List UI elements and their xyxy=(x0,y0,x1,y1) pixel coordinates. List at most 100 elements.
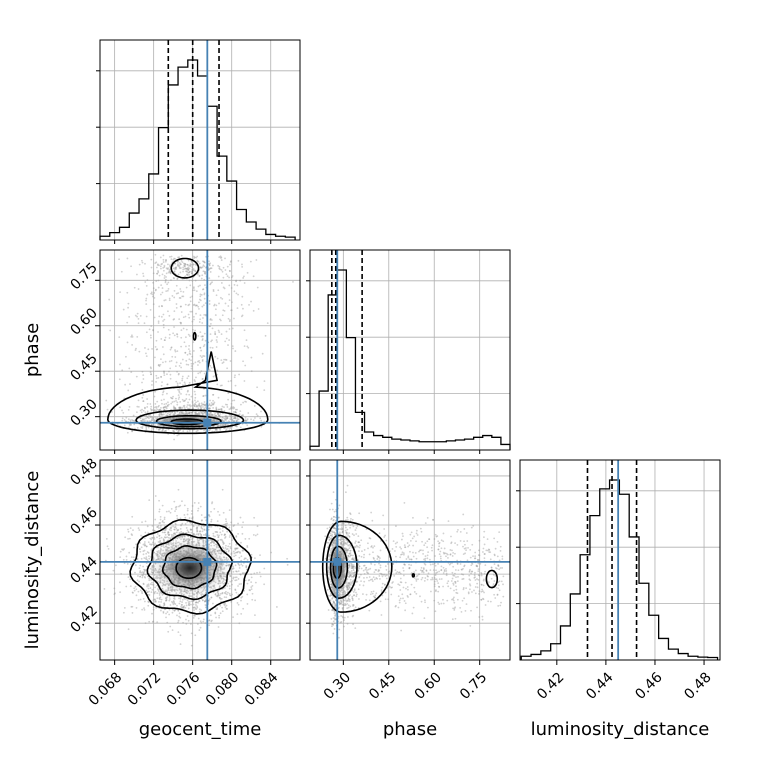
sample-point xyxy=(159,604,161,606)
sample-point xyxy=(235,409,237,411)
sample-point xyxy=(157,263,159,265)
sample-point xyxy=(202,317,204,319)
sample-point xyxy=(218,615,220,617)
sample-point xyxy=(152,282,154,284)
sample-point xyxy=(177,631,179,633)
sample-point xyxy=(164,529,166,531)
sample-point xyxy=(214,536,216,538)
sample-point xyxy=(204,271,206,273)
sample-point xyxy=(182,269,184,271)
sample-point xyxy=(230,408,232,410)
sample-point xyxy=(253,310,255,312)
sample-point xyxy=(229,593,231,595)
sample-point xyxy=(226,367,228,369)
sample-point xyxy=(104,588,106,590)
sample-point xyxy=(187,514,189,516)
sample-point xyxy=(204,298,206,300)
sample-point xyxy=(119,406,121,408)
sample-point xyxy=(240,600,242,602)
sample-point xyxy=(185,523,187,525)
sample-point xyxy=(180,367,182,369)
sample-point xyxy=(166,596,168,598)
sample-point xyxy=(178,620,180,622)
sample-point xyxy=(238,622,240,624)
sample-point xyxy=(188,375,190,377)
sample-point xyxy=(185,275,187,277)
sample-point xyxy=(210,347,212,349)
sample-point xyxy=(199,530,201,532)
sample-point xyxy=(204,344,206,346)
sample-point xyxy=(139,575,141,577)
sample-point xyxy=(181,523,183,525)
sample-point xyxy=(225,606,227,608)
sample-point xyxy=(192,341,194,343)
sample-point xyxy=(165,259,167,261)
sample-point xyxy=(230,521,232,523)
sample-point xyxy=(163,319,165,321)
sample-point xyxy=(204,517,206,519)
sample-point xyxy=(156,401,158,403)
sample-point xyxy=(141,409,143,411)
sample-point xyxy=(212,265,214,267)
sample-point xyxy=(193,363,195,365)
sample-point xyxy=(122,417,124,419)
sample-point xyxy=(129,406,131,408)
sample-point xyxy=(242,572,244,574)
sample-point xyxy=(200,267,202,269)
sample-point xyxy=(142,262,144,264)
sample-point xyxy=(205,340,207,342)
sample-point xyxy=(241,266,243,268)
sample-point xyxy=(136,274,138,276)
sample-point xyxy=(148,583,150,585)
sample-point xyxy=(214,613,216,615)
sample-point xyxy=(239,552,241,554)
sample-point xyxy=(247,603,249,605)
sample-point xyxy=(201,520,203,522)
sample-point xyxy=(154,357,156,359)
sample-point xyxy=(124,419,126,421)
sample-point xyxy=(209,262,211,264)
sample-point xyxy=(251,588,253,590)
sample-point xyxy=(135,586,137,588)
sample-point xyxy=(146,316,148,318)
sample-point xyxy=(163,612,165,614)
sample-point xyxy=(163,538,165,540)
sample-point xyxy=(230,601,232,603)
sample-point xyxy=(186,364,188,366)
sample-point xyxy=(121,271,123,273)
sample-point xyxy=(228,285,230,287)
sample-point xyxy=(165,534,167,536)
sample-point xyxy=(222,610,224,612)
sample-point xyxy=(250,573,252,575)
sample-point xyxy=(263,583,265,585)
sample-point xyxy=(253,419,255,421)
sample-point xyxy=(176,531,178,533)
sample-point xyxy=(183,328,185,330)
sample-point xyxy=(158,429,160,431)
sample-point xyxy=(196,527,198,529)
sample-point xyxy=(201,356,203,358)
sample-point xyxy=(125,356,127,358)
sample-point xyxy=(333,491,335,493)
sample-point xyxy=(233,524,235,526)
sample-point xyxy=(191,321,193,323)
sample-point xyxy=(146,355,148,357)
sample-point xyxy=(213,535,215,537)
sample-point xyxy=(161,385,163,387)
sample-point xyxy=(242,308,244,310)
sample-point xyxy=(173,297,175,299)
sample-point xyxy=(199,611,201,613)
sample-point xyxy=(160,527,162,529)
sample-point xyxy=(229,543,231,545)
sample-point xyxy=(188,620,190,622)
sample-point xyxy=(215,308,217,310)
sample-point xyxy=(205,302,207,304)
sample-point xyxy=(164,277,166,279)
sample-point xyxy=(229,264,231,266)
sample-point xyxy=(180,528,182,530)
sample-point xyxy=(191,510,193,512)
sample-point xyxy=(120,551,122,553)
sample-point xyxy=(201,278,203,280)
sample-point xyxy=(131,516,133,518)
sample-point xyxy=(194,394,196,396)
